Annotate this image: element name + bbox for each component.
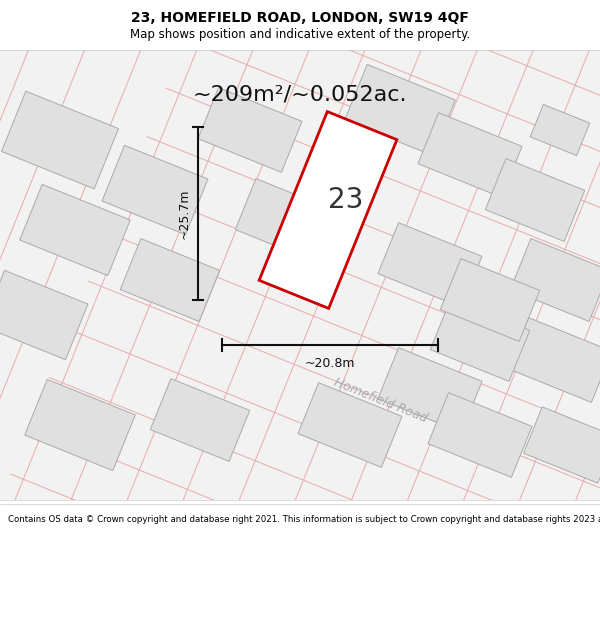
Text: Homefield Road: Homefield Road: [331, 376, 428, 424]
Polygon shape: [508, 318, 600, 402]
Polygon shape: [120, 239, 220, 321]
Text: Contains OS data © Crown copyright and database right 2021. This information is : Contains OS data © Crown copyright and d…: [8, 515, 600, 524]
Polygon shape: [530, 104, 590, 156]
Polygon shape: [378, 222, 482, 308]
Polygon shape: [259, 112, 397, 308]
Polygon shape: [25, 379, 135, 471]
Polygon shape: [102, 146, 208, 234]
Polygon shape: [235, 179, 335, 261]
Text: ~20.8m: ~20.8m: [305, 357, 355, 370]
Text: ~25.7m: ~25.7m: [178, 188, 191, 239]
Text: ~209m²/~0.052ac.: ~209m²/~0.052ac.: [193, 85, 407, 105]
Polygon shape: [150, 379, 250, 461]
Polygon shape: [485, 159, 585, 241]
Polygon shape: [430, 299, 530, 381]
Polygon shape: [1, 91, 119, 189]
Polygon shape: [378, 348, 482, 432]
Polygon shape: [345, 64, 455, 156]
Polygon shape: [0, 271, 88, 359]
Polygon shape: [20, 184, 130, 276]
Polygon shape: [298, 382, 402, 468]
Text: 23: 23: [328, 186, 364, 214]
Text: 23, HOMEFIELD ROAD, LONDON, SW19 4QF: 23, HOMEFIELD ROAD, LONDON, SW19 4QF: [131, 11, 469, 25]
Polygon shape: [510, 239, 600, 321]
Polygon shape: [440, 259, 540, 341]
Polygon shape: [198, 88, 302, 172]
Polygon shape: [428, 392, 532, 478]
Polygon shape: [418, 112, 522, 198]
Text: Map shows position and indicative extent of the property.: Map shows position and indicative extent…: [130, 28, 470, 41]
Polygon shape: [524, 407, 600, 483]
